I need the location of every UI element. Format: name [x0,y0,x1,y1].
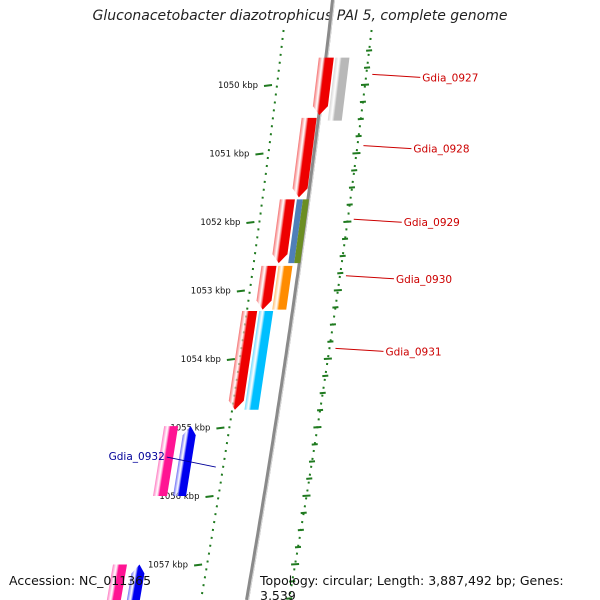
ruler-tick [333,289,342,292]
forward-gene-arrow-group [256,265,277,310]
cog-bar-group [327,57,350,121]
forward-gene-arrow-group [312,57,334,116]
reverse-gene-arrow [123,564,145,600]
kbp-tick-mark [246,221,255,224]
forward-gene-arrow [256,265,277,310]
kbp-tick-mark [205,495,214,498]
gene-label: Gdia_0930 [396,274,452,286]
ruler-tick [346,203,353,206]
forward-gene-arrow-group [228,311,258,410]
gene-label: Gdia_0929 [404,217,460,229]
ruler-tick [297,528,304,532]
ruler-tick [360,83,370,86]
ruler-tick [355,134,362,138]
ruler-tick [366,49,373,52]
ruler-tick [289,580,296,583]
ruler-tick [308,460,316,463]
ruler-tick [337,271,344,275]
gene-label: Gdia_0931 [385,346,441,358]
ruler-tick [343,220,352,223]
ruler-tick [341,237,349,241]
cog-bar-group [288,199,303,264]
kbp-tick-label: 1050 kbp [218,81,258,91]
cog-bar [272,265,293,310]
ruler-tick [363,66,371,69]
cog-bar-group [244,311,274,410]
forward-gene-arrow [312,57,334,116]
forward-gene-arrow [272,199,295,264]
ruler-tick [332,306,339,309]
cog-bar [327,57,350,121]
kbp-tick-label: 1051 kbp [209,150,249,160]
ruler-tick [313,426,322,429]
ruler-tick [311,443,318,446]
kbp-tick-label: 1056 kbp [159,492,199,502]
ruler-tick [339,254,346,258]
reverse-gene-arrow-group [123,564,145,600]
map-title: Gluconacetobacter diazotrophicus PAI 5, … [92,8,508,24]
ruler-tick [359,100,366,104]
ruler-tick [348,186,356,189]
cog-bar [153,426,179,496]
gene-leader-line [372,73,421,78]
kbp-tick-mark [226,358,235,361]
ruler-tick [329,323,337,326]
cog-bar [288,199,303,264]
ruler-tick [327,340,334,343]
cog-bar [103,564,127,600]
gene-label: Gdia_0927 [422,72,478,84]
cog-bar-group [153,426,179,496]
ruler-tick [323,357,332,360]
kbp-tick-mark [193,563,203,567]
cog-bar-group [272,265,293,310]
cog-bar [244,311,274,410]
forward-gene-arrow-group [292,117,317,198]
kbp-tick-label: 1053 kbp [191,287,231,297]
kbp-tick-mark [236,289,245,293]
cog-bar [294,199,309,264]
accession-text: Accession: NC_011365 [9,573,152,588]
genome-summary-text: Topology: circular; Length: 3,887,492 bp… [260,573,564,600]
kbp-tick-label: 1054 kbp [181,355,221,365]
gene-leader-line [335,347,384,352]
forward-gene-arrow-group [272,199,295,264]
ruler-tick [286,597,293,600]
kbp-tick-mark [255,152,264,156]
gene-leader-line [363,145,412,150]
ruler-tick [300,511,307,515]
ruler-tick [316,408,324,412]
ruler-tick [322,374,329,378]
kbp-tick-mark [263,84,273,87]
ruler-tick [357,117,364,121]
gene-leader-line [166,456,216,468]
ruler-tick [291,563,300,566]
gene-leader-line [345,275,394,280]
ruler-tick [319,391,326,395]
cog-bar-group [103,564,127,600]
gene-label: Gdia_0928 [413,144,469,156]
ruler-tick [352,152,361,155]
kbp-tick-label: 1057 kbp [148,561,188,571]
ruler-tick [302,494,311,497]
ruler-tick [306,477,313,480]
forward-gene-arrow [292,117,317,198]
kbp-tick-label: 1052 kbp [200,218,240,228]
gene-label: Gdia_0932 [109,451,165,463]
ruler-tick [294,545,302,549]
kbp-tick-mark [216,426,225,430]
ruler-tick [351,169,358,172]
forward-gene-arrow [228,311,258,410]
cog-bar-group [294,199,309,264]
gene-leader-line [353,218,402,223]
